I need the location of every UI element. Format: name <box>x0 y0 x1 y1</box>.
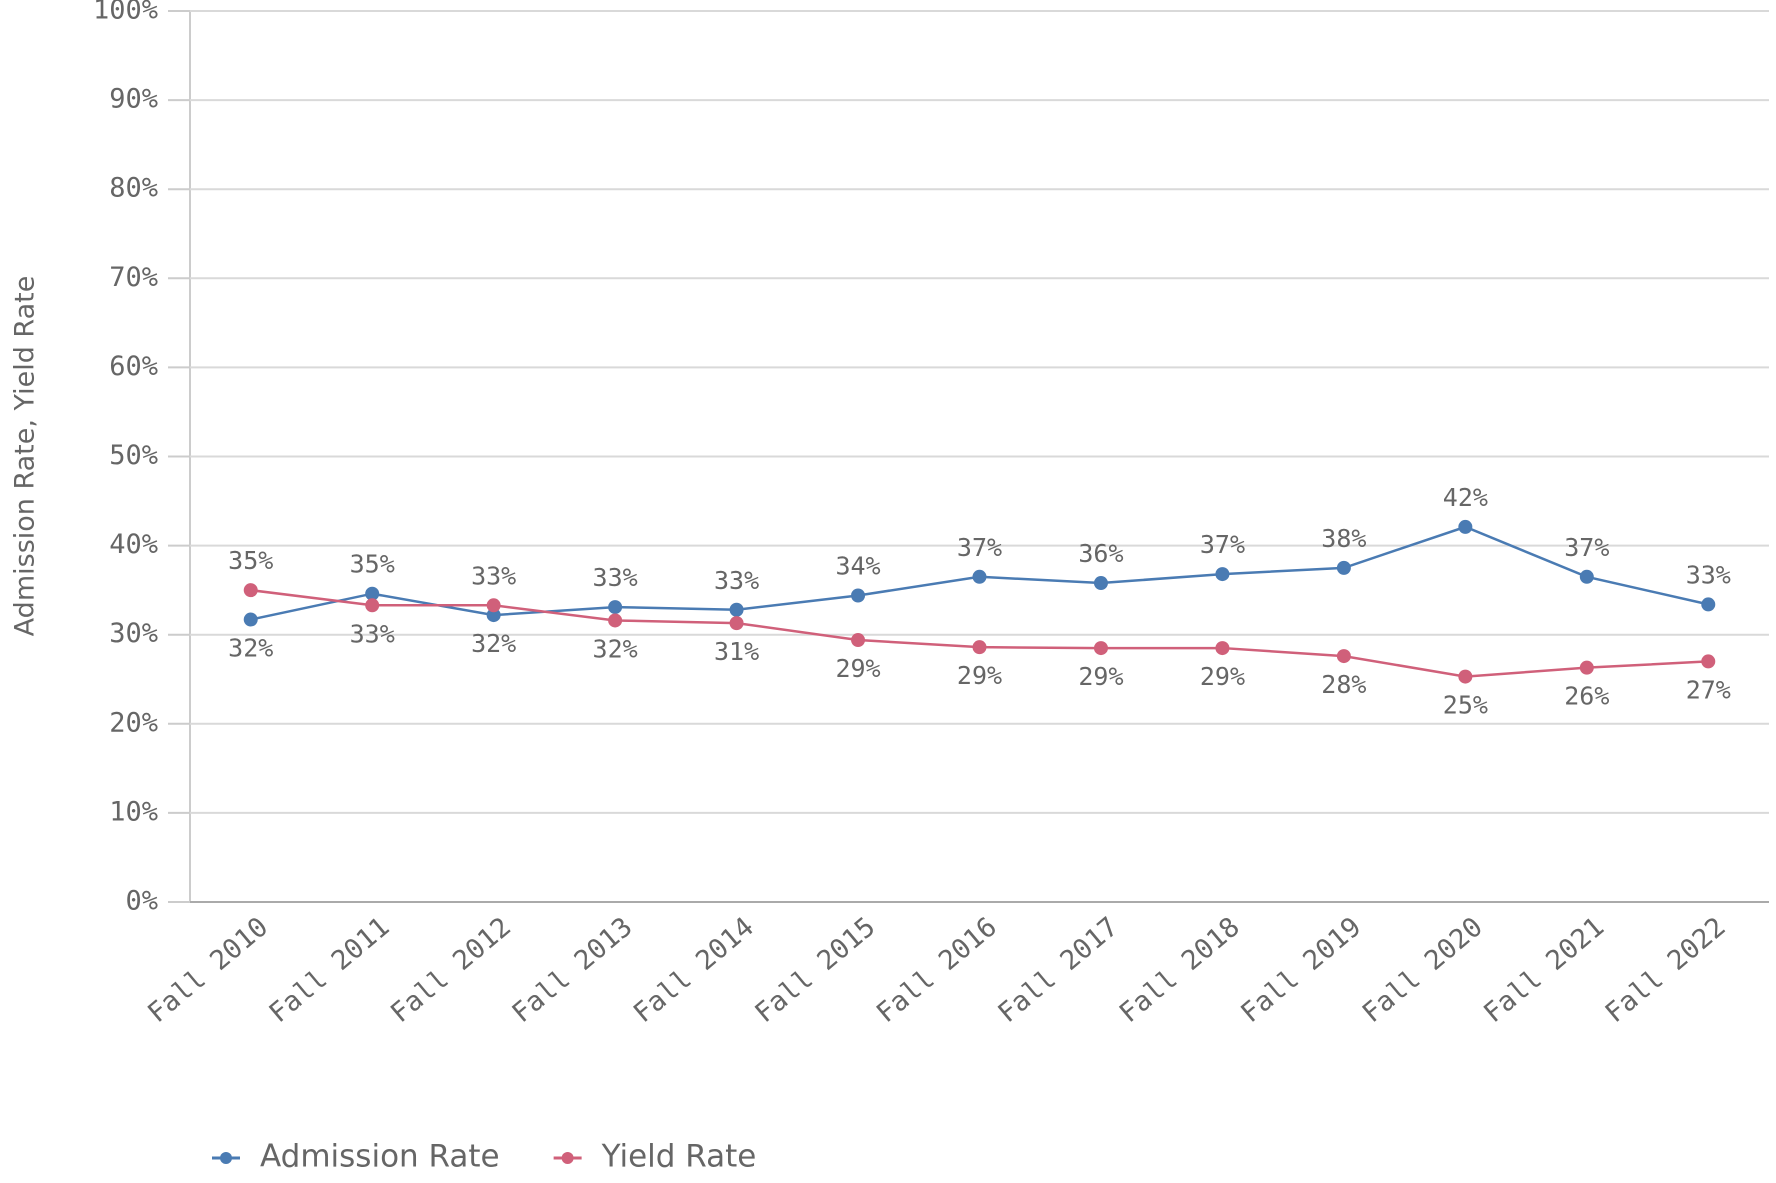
point <box>1579 569 1594 584</box>
value-label: 34% <box>835 551 880 580</box>
value-label: 26% <box>1564 682 1609 711</box>
x-tick-label: Fall 2020 <box>1357 911 1489 1029</box>
value-label: 35% <box>228 546 273 575</box>
legend-label: Yield Rate <box>601 1139 757 1175</box>
point <box>1215 567 1230 582</box>
y-tick-label: 100% <box>93 0 158 26</box>
point <box>1336 560 1351 575</box>
point <box>851 633 866 648</box>
y-tick-label: 30% <box>109 618 158 649</box>
value-label: 32% <box>471 629 516 658</box>
point <box>1093 641 1108 656</box>
legend-label: Admission Rate <box>260 1139 500 1175</box>
value-label: 38% <box>1321 524 1366 553</box>
y-tick-label: 20% <box>109 707 158 738</box>
value-label: 29% <box>957 661 1002 690</box>
value-label: 33% <box>350 619 395 648</box>
x-tick-label: Fall 2011 <box>264 911 396 1029</box>
y-tick-label: 10% <box>109 796 158 827</box>
value-label: 29% <box>1200 662 1245 691</box>
x-tick-label: Fall 2018 <box>1114 911 1246 1029</box>
point <box>1579 660 1594 675</box>
value-label: 37% <box>1200 530 1245 559</box>
point <box>729 602 744 617</box>
point <box>1701 654 1716 669</box>
value-label: 31% <box>714 637 759 666</box>
point <box>1458 519 1473 534</box>
value-label: 36% <box>1078 539 1123 568</box>
x-tick-label: Fall 2022 <box>1600 911 1732 1029</box>
value-label: 29% <box>1078 662 1123 691</box>
point <box>972 569 987 584</box>
y-tick-label: 40% <box>109 529 158 560</box>
x-tick-label: Fall 2015 <box>749 911 881 1029</box>
y-tick-label: 0% <box>125 886 158 917</box>
value-label: 33% <box>471 561 516 590</box>
value-label: 33% <box>1686 560 1731 589</box>
x-tick-label: Fall 2012 <box>385 911 517 1029</box>
y-tick-label: 50% <box>109 440 158 471</box>
point <box>486 608 501 623</box>
x-tick-label: Fall 2010 <box>142 911 274 1029</box>
x-tick-label: Fall 2017 <box>992 911 1124 1029</box>
y-tick-label: 80% <box>109 173 158 204</box>
value-label: 33% <box>593 563 638 592</box>
value-label: 37% <box>1564 533 1609 562</box>
point <box>1215 641 1230 656</box>
point <box>1336 649 1351 664</box>
value-label: 25% <box>1443 691 1488 720</box>
y-axis-title: Admission Rate, Yield Rate <box>10 276 41 637</box>
x-tick-label: Fall 2019 <box>1235 911 1367 1029</box>
value-label: 27% <box>1686 675 1731 704</box>
point <box>851 588 866 603</box>
value-label: 32% <box>593 634 638 663</box>
x-tick-label: Fall 2021 <box>1478 911 1610 1029</box>
value-label: 42% <box>1443 483 1488 512</box>
y-tick-label: 60% <box>109 351 158 382</box>
point <box>365 586 380 601</box>
value-label: 29% <box>835 654 880 683</box>
point <box>729 616 744 631</box>
value-label: 33% <box>714 566 759 595</box>
y-tick-label: 70% <box>109 262 158 293</box>
value-label: 35% <box>350 550 395 579</box>
point <box>608 600 623 615</box>
value-label: 32% <box>228 634 273 663</box>
point <box>243 583 258 598</box>
point <box>608 613 623 628</box>
legend-marker <box>561 1152 574 1164</box>
legend-marker <box>220 1152 232 1164</box>
x-tick-label: Fall 2014 <box>628 911 760 1029</box>
point <box>972 640 987 655</box>
value-label: 37% <box>957 533 1002 562</box>
point <box>1458 669 1473 684</box>
point <box>365 598 380 613</box>
point <box>243 612 258 627</box>
value-label: 28% <box>1321 670 1366 699</box>
point <box>486 598 501 613</box>
y-tick-label: 90% <box>109 84 158 115</box>
point <box>1701 597 1716 612</box>
x-tick-label: Fall 2016 <box>871 911 1003 1029</box>
point <box>1093 576 1108 591</box>
x-tick-label: Fall 2013 <box>506 911 638 1029</box>
